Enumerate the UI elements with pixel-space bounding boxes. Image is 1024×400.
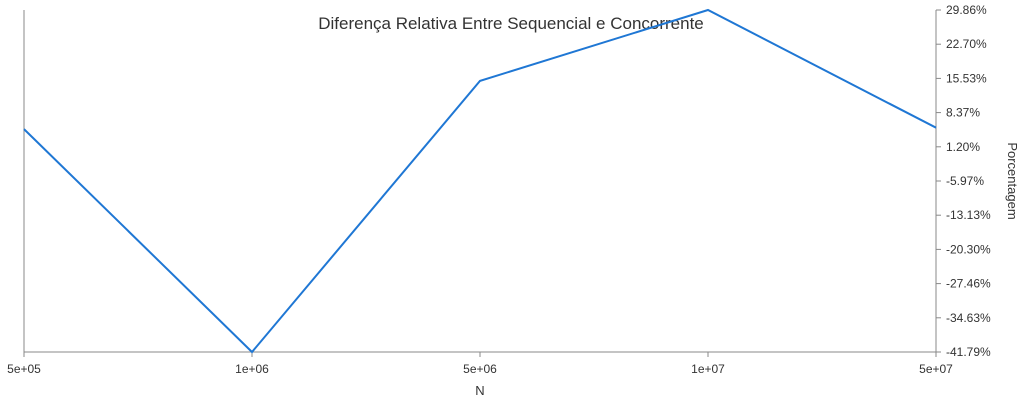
x-tick-label: 5e+07 — [919, 362, 953, 376]
y-tick-label: -13.13% — [946, 208, 991, 222]
y-ticks: 29.86% 22.70% 15.53% 8.37% 1.20% -5.97% -13.13… — [936, 3, 991, 359]
x-tick-label: 5e+05 — [7, 362, 41, 376]
x-tick-label: 1e+07 — [691, 362, 725, 376]
y-tick-label: 8.37% — [946, 106, 980, 120]
chart-title: Diferença Relativa Entre Sequencial e Co… — [318, 14, 704, 33]
x-ticks: 5e+05 1e+06 5e+06 1e+07 5e+07 — [7, 352, 953, 376]
y-tick-label: -34.63% — [946, 311, 991, 325]
y-tick-label: -5.97% — [946, 174, 984, 188]
x-tick-label: 5e+06 — [463, 362, 497, 376]
y-tick-label: -20.30% — [946, 242, 991, 256]
y-tick-label: 29.86% — [946, 3, 987, 17]
y-tick-label: -27.46% — [946, 277, 991, 291]
series-line-0 — [23, 8, 937, 354]
series-group — [23, 8, 937, 354]
x-tick-label: 1e+06 — [235, 362, 269, 376]
y-tick-label: 22.70% — [946, 37, 987, 51]
y-tick-label: 1.20% — [946, 140, 980, 154]
y-tick-label: 15.53% — [946, 71, 987, 85]
x-axis-label: N — [475, 383, 484, 398]
y-tick-label: -41.79% — [946, 345, 991, 359]
y-axis-label: Porcentagem — [1005, 142, 1020, 219]
